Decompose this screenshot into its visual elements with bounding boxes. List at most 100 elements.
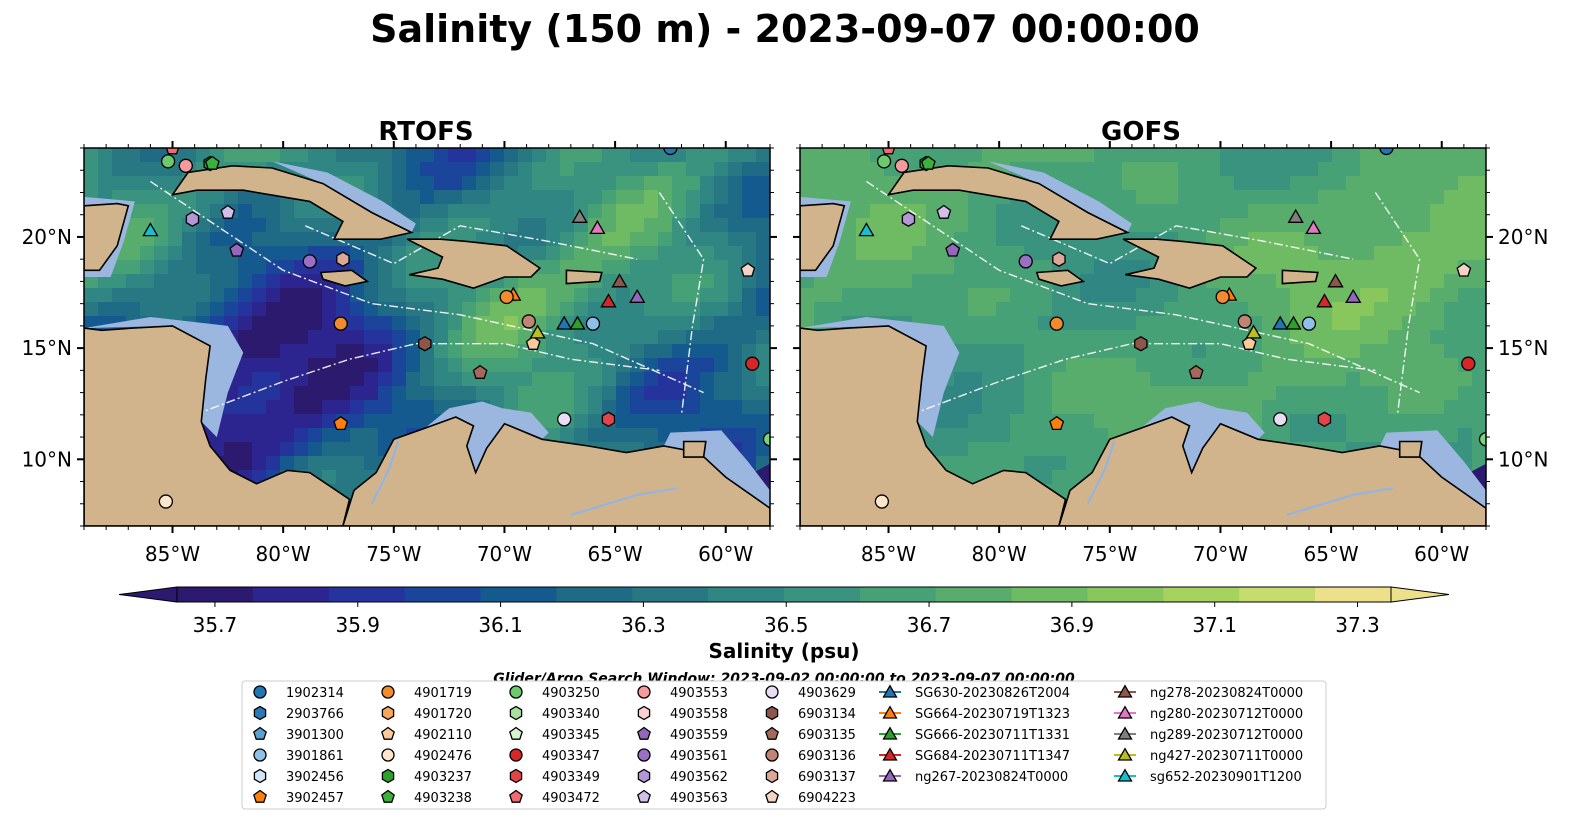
legend-marker-sg664-20230719t1323 — [882, 705, 898, 719]
rtofs-lat-tick-label: 20°N — [22, 225, 72, 249]
legend-label: 4903629 — [798, 686, 856, 701]
colorbar-segment — [177, 587, 254, 602]
legend-label: 6904223 — [798, 791, 856, 806]
rtofs-land-jamaica — [319, 269, 370, 287]
rtofs-marker-4903561 — [302, 254, 317, 269]
legend-label: 4903250 — [542, 686, 600, 701]
legend-marker-sg684-20230711t1347 — [882, 747, 898, 761]
legend-marker-ng427-20230711t0000 — [1117, 747, 1133, 761]
rtofs-marker-2903766 — [454, 97, 466, 111]
legend-marker-4903340 — [509, 705, 523, 721]
gofs-marker-6903136 — [1237, 314, 1252, 329]
legend-label: 3901861 — [286, 749, 344, 764]
legend-label: 3902456 — [286, 770, 344, 785]
colorbar-label: Salinity (psu) — [708, 639, 859, 663]
colorbar-tick-label: 36.7 — [907, 613, 952, 637]
salinity-colorbar: 35.7 35.9 36.1 36.3 36.5 36.7 36.9 37.1 37.3 — [118, 586, 1450, 637]
rtofs-map-panel: 85°W 80°W 75°W 70°W 65°W 60°W 10°N 15°N 20°N — [22, 97, 777, 566]
legend-marker-4901719 — [381, 685, 395, 699]
legend-marker-6903136 — [765, 748, 779, 762]
legend-label: ng267-20230824T0000 — [915, 770, 1068, 785]
gofs-map-panel: 85°W 80°W 75°W 70°W 65°W 60°W 10°N 15°N 20°N — [793, 141, 1548, 566]
legend-marker-ng267-20230824t0000 — [882, 768, 898, 782]
rtofs-marker-6903135 — [472, 364, 488, 379]
rtofs-lon-tick-label: 60°W — [698, 542, 753, 566]
rtofs-land-yucatan — [84, 202, 130, 272]
colorbar-segment — [480, 587, 557, 602]
gofs-marker-ng280 — [1305, 219, 1322, 235]
legend-marker-4903629 — [765, 685, 779, 699]
colorbar-segment — [708, 587, 785, 602]
rtofs-marker-6903136 — [521, 314, 536, 329]
gofs-marker-4902476 — [874, 494, 890, 509]
legend-marker-sg630-20230826t2004 — [882, 684, 898, 698]
colorbar-tick-label: 36.5 — [764, 613, 809, 637]
gofs-marker-6903135 — [1188, 364, 1204, 379]
rtofs-marker-3902457 — [333, 415, 349, 431]
legend-marker-4903237 — [381, 768, 395, 784]
rtofs-land-hispaniola — [406, 238, 542, 289]
legend-marker-4903238 — [381, 789, 395, 803]
legend-label: 4903349 — [542, 770, 600, 785]
gofs-shelf-2 — [1140, 401, 1265, 473]
rtofs-lon-tick-label: 75°W — [366, 542, 421, 566]
gofs-eez-line-2 — [1021, 225, 1354, 265]
gofs-land-puerto-rico — [1281, 269, 1319, 285]
gofs-marker-4903563 — [936, 204, 952, 219]
gofs-marker-4903349 — [1317, 411, 1332, 428]
legend-marker-ng278-20230824t0000 — [1117, 684, 1133, 698]
gofs-eez-line-3 — [1374, 192, 1421, 415]
colorbar-segment — [1315, 587, 1392, 602]
legend-marker-4903553 — [637, 685, 651, 699]
gofs-marker-ng267 — [1345, 288, 1362, 303]
legend-marker-4903472 — [509, 789, 523, 803]
colorbar-segment — [556, 587, 633, 602]
gofs-marker-sg630 — [1272, 315, 1289, 330]
rtofs-marker-4903347 — [745, 356, 760, 371]
rtofs-marker-sg652 — [142, 222, 159, 237]
legend-label: 4901720 — [414, 707, 472, 722]
colorbar-segment — [1163, 587, 1240, 602]
rtofs-marker-4903345 — [762, 432, 770, 447]
legend-marker-4903250 — [509, 685, 523, 699]
gofs-lon-tick-label: 75°W — [1082, 542, 1137, 566]
gofs-land-hispaniola — [1122, 238, 1258, 289]
legend-label: SG666-20230711T1331 — [915, 728, 1070, 743]
platform-legend: 1902314 2903766 3901300 3901861 3902456 39024… — [241, 680, 1327, 810]
rtofs-eez-line-3 — [658, 192, 705, 415]
gofs-marker-3901861 — [1301, 316, 1317, 331]
gofs-lat-tick-label: 10°N — [1498, 447, 1548, 471]
rtofs-marker-sg684 — [600, 293, 617, 308]
rtofs-river-0 — [370, 441, 400, 505]
legend-marker-4901720 — [381, 705, 395, 721]
legend-label: 4903561 — [670, 749, 728, 764]
legend-marker-4902476 — [381, 748, 395, 762]
gofs-panel-title: GOFS — [1101, 117, 1181, 147]
gofs-marker-4903561 — [1018, 254, 1033, 269]
legend-marker-4903347 — [509, 748, 523, 762]
colorbar-tick-label: 37.3 — [1335, 613, 1380, 637]
legend-label: SG630-20230826T2004 — [915, 686, 1070, 701]
gofs-marker-6903137 — [1052, 251, 1066, 267]
gofs-land-central-america — [800, 325, 1067, 526]
rtofs-marker-4901719 — [333, 316, 348, 331]
gofs-marker-1902314 — [1379, 148, 1394, 156]
colorbar-segment — [1087, 587, 1164, 602]
legend-marker-6904223 — [765, 789, 779, 803]
gofs-marker-6903134 — [1134, 335, 1148, 352]
colorbar-segment — [935, 587, 1013, 602]
colorbar-segment — [404, 587, 481, 602]
legend-marker-3902457 — [253, 789, 267, 803]
gofs-marker-4903250 — [876, 154, 892, 169]
colorbar-frame — [176, 586, 1392, 603]
colorbar-segment — [328, 587, 406, 602]
rtofs-marker-ng289 — [571, 208, 588, 223]
gofs-platform-markers — [858, 148, 1486, 509]
legend-marker-4903561 — [637, 748, 651, 762]
gofs-marker-3902457 — [1049, 415, 1065, 431]
gofs-lon-tick-label: 65°W — [1303, 542, 1358, 566]
gofs-marker-4901719 — [1049, 316, 1064, 331]
gofs-marker-sg652 — [858, 222, 875, 237]
legend-marker-3901861 — [253, 748, 267, 762]
rtofs-marker-ng278 — [611, 273, 628, 288]
